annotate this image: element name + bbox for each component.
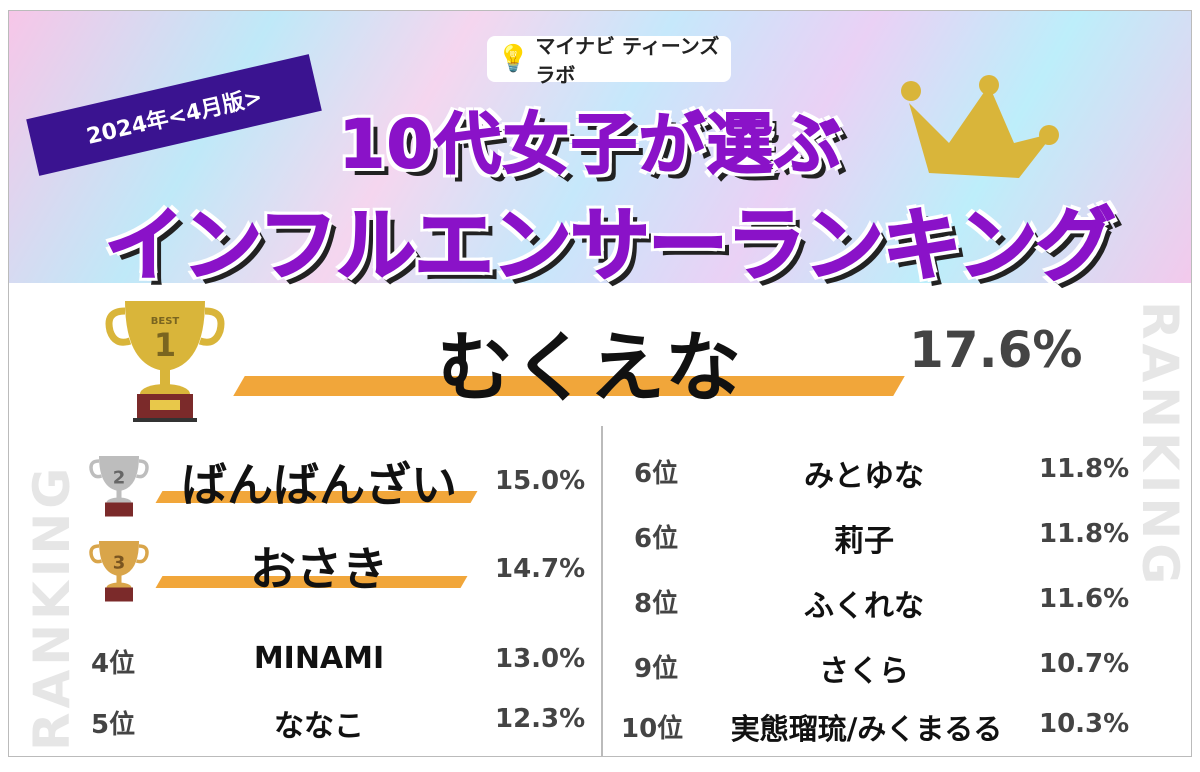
trophy-rank-2: 2: [113, 468, 126, 489]
rank-label: 8位: [634, 589, 679, 619]
rank-9-percent: 10.7%: [1039, 649, 1130, 679]
rank-5-name: ななこ: [274, 709, 364, 744]
title-line-1: 10代女子が選ぶ: [338, 105, 843, 184]
trophy-rank-1: 1: [154, 326, 176, 364]
rank-8-name: ふくれな: [804, 589, 924, 624]
rank-6a-percent: 11.8%: [1039, 454, 1130, 484]
crown-icon: [901, 75, 1059, 178]
rank-label: 5位: [91, 710, 136, 740]
gold-trophy-icon: BEST 1: [105, 301, 225, 422]
rank-6b-name: 莉子: [834, 524, 894, 559]
column-divider: [601, 426, 603, 756]
silver-trophy-icon: 2: [89, 456, 149, 517]
watermark-right: RANKING: [1131, 301, 1189, 589]
rank-label: 9位: [634, 654, 679, 684]
title-line-2: インフルエンサーランキング: [103, 198, 1116, 293]
rank-2-name: ばんばんざい: [181, 458, 457, 512]
edition-badge: 2024年<4月版>: [26, 54, 322, 176]
rank-3-percent: 14.7%: [495, 554, 586, 584]
rank-8-percent: 11.6%: [1039, 584, 1130, 614]
logo: 💡 マイナビ ティーンズラボ: [487, 34, 731, 87]
rank-1-name: むくえな: [437, 323, 741, 412]
rank-4-percent: 13.0%: [495, 644, 586, 674]
rank-5-percent: 12.3%: [495, 704, 586, 734]
rank-label: 10位: [621, 714, 684, 744]
trophy-label: BEST: [151, 316, 180, 327]
rank-10-percent: 10.3%: [1039, 709, 1130, 739]
rank-9-name: さくら: [819, 654, 909, 689]
rank-label: 6位: [634, 524, 679, 554]
logo-text: マイナビ ティーンズラボ: [535, 34, 720, 87]
rank-6a-name: みとゆな: [804, 459, 924, 494]
rank-10-name: 実態瑠琉/みくまるる: [730, 712, 1003, 746]
bronze-trophy-icon: 3: [89, 541, 149, 602]
watermark-left: RANKING: [23, 463, 81, 751]
rank-3-name: おさき: [250, 542, 388, 596]
rank-1-percent: 17.6%: [909, 321, 1083, 379]
rank-2-percent: 15.0%: [495, 466, 586, 496]
rank-4-name: MINAMI: [253, 641, 385, 676]
rank-6b-percent: 11.8%: [1039, 519, 1130, 549]
rank-label: 6位: [634, 459, 679, 489]
rank-label: 4位: [91, 649, 136, 679]
header-banner: 💡 マイナビ ティーンズラボ 2024年<4月版> 10代女子が選ぶ インフルエ…: [9, 11, 1191, 293]
lightbulb-icon: 💡: [497, 44, 530, 74]
ranking-infographic: 💡 マイナビ ティーンズラボ 2024年<4月版> 10代女子が選ぶ インフルエ…: [8, 10, 1192, 757]
trophy-rank-3: 3: [113, 553, 126, 574]
